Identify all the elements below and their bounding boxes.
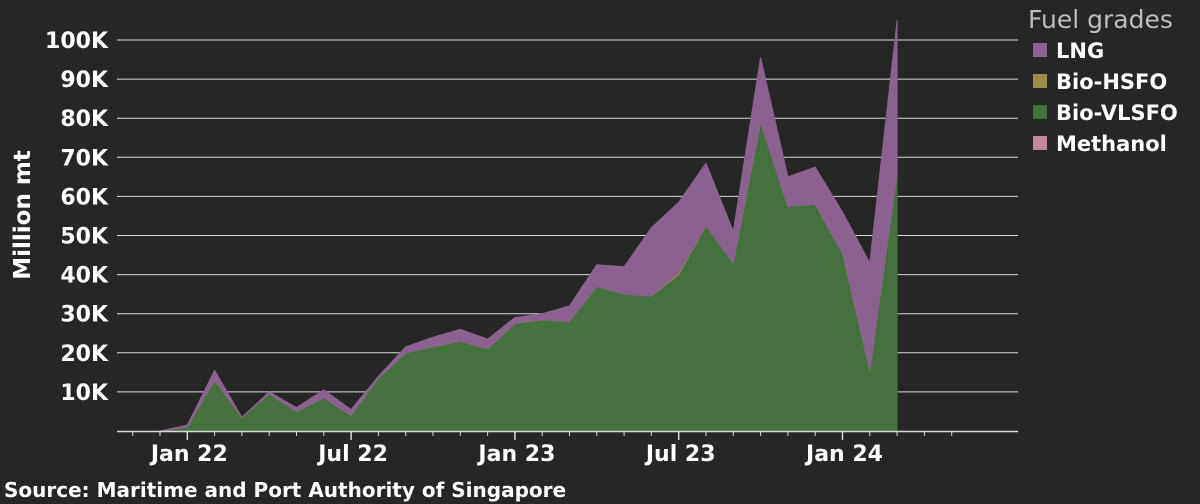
- y-tick-label: 80K: [60, 107, 109, 132]
- legend-swatch-bio-hsfo: [1033, 74, 1047, 88]
- legend-label-methanol: Methanol: [1056, 132, 1167, 156]
- legend: Fuel grades LNG Bio-HSFO Bio-VLSFO Methanol: [1028, 5, 1178, 156]
- x-tick-label: Jul 23: [644, 442, 716, 467]
- legend-title: Fuel grades: [1028, 5, 1173, 34]
- y-tick-label: 40K: [60, 264, 109, 289]
- y-tick-label: 50K: [60, 225, 109, 250]
- x-tick-label: Jan 24: [804, 442, 883, 467]
- y-tick-label: 20K: [60, 342, 109, 367]
- x-tick-label: Jul 22: [316, 442, 388, 467]
- legend-label-lng: LNG: [1056, 39, 1104, 63]
- x-tick-label: Jan 22: [149, 442, 228, 467]
- area-lng: [159, 19, 898, 432]
- x-tick-label: Jan 23: [476, 442, 555, 467]
- y-tick-label: 90K: [60, 68, 109, 93]
- legend-swatch-bio-vlsfo: [1033, 105, 1047, 119]
- area-bio-vlsfo: [159, 121, 898, 432]
- legend-label-bio-vlsfo: Bio-VLSFO: [1056, 101, 1178, 125]
- y-tick-label: 100K: [45, 29, 109, 54]
- legend-swatch-methanol: [1033, 136, 1047, 150]
- y-axis-label: Million mt: [10, 150, 36, 280]
- y-tick-label: 60K: [60, 185, 109, 210]
- areas: [159, 19, 898, 432]
- y-tick-label: 10K: [60, 381, 109, 406]
- axes: 10K 20K 30K 40K 50K 60K 70K 80K 90K 100K Jan 22 Jul…: [45, 29, 1018, 467]
- y-tick-label: 30K: [60, 303, 109, 328]
- y-tick-label: 70K: [60, 146, 109, 171]
- legend-label-bio-hsfo: Bio-HSFO: [1056, 70, 1167, 94]
- gridlines: [117, 39, 1018, 393]
- source-note: Source: Maritime and Port Authority of S…: [4, 478, 566, 502]
- legend-swatch-lng: [1033, 43, 1047, 57]
